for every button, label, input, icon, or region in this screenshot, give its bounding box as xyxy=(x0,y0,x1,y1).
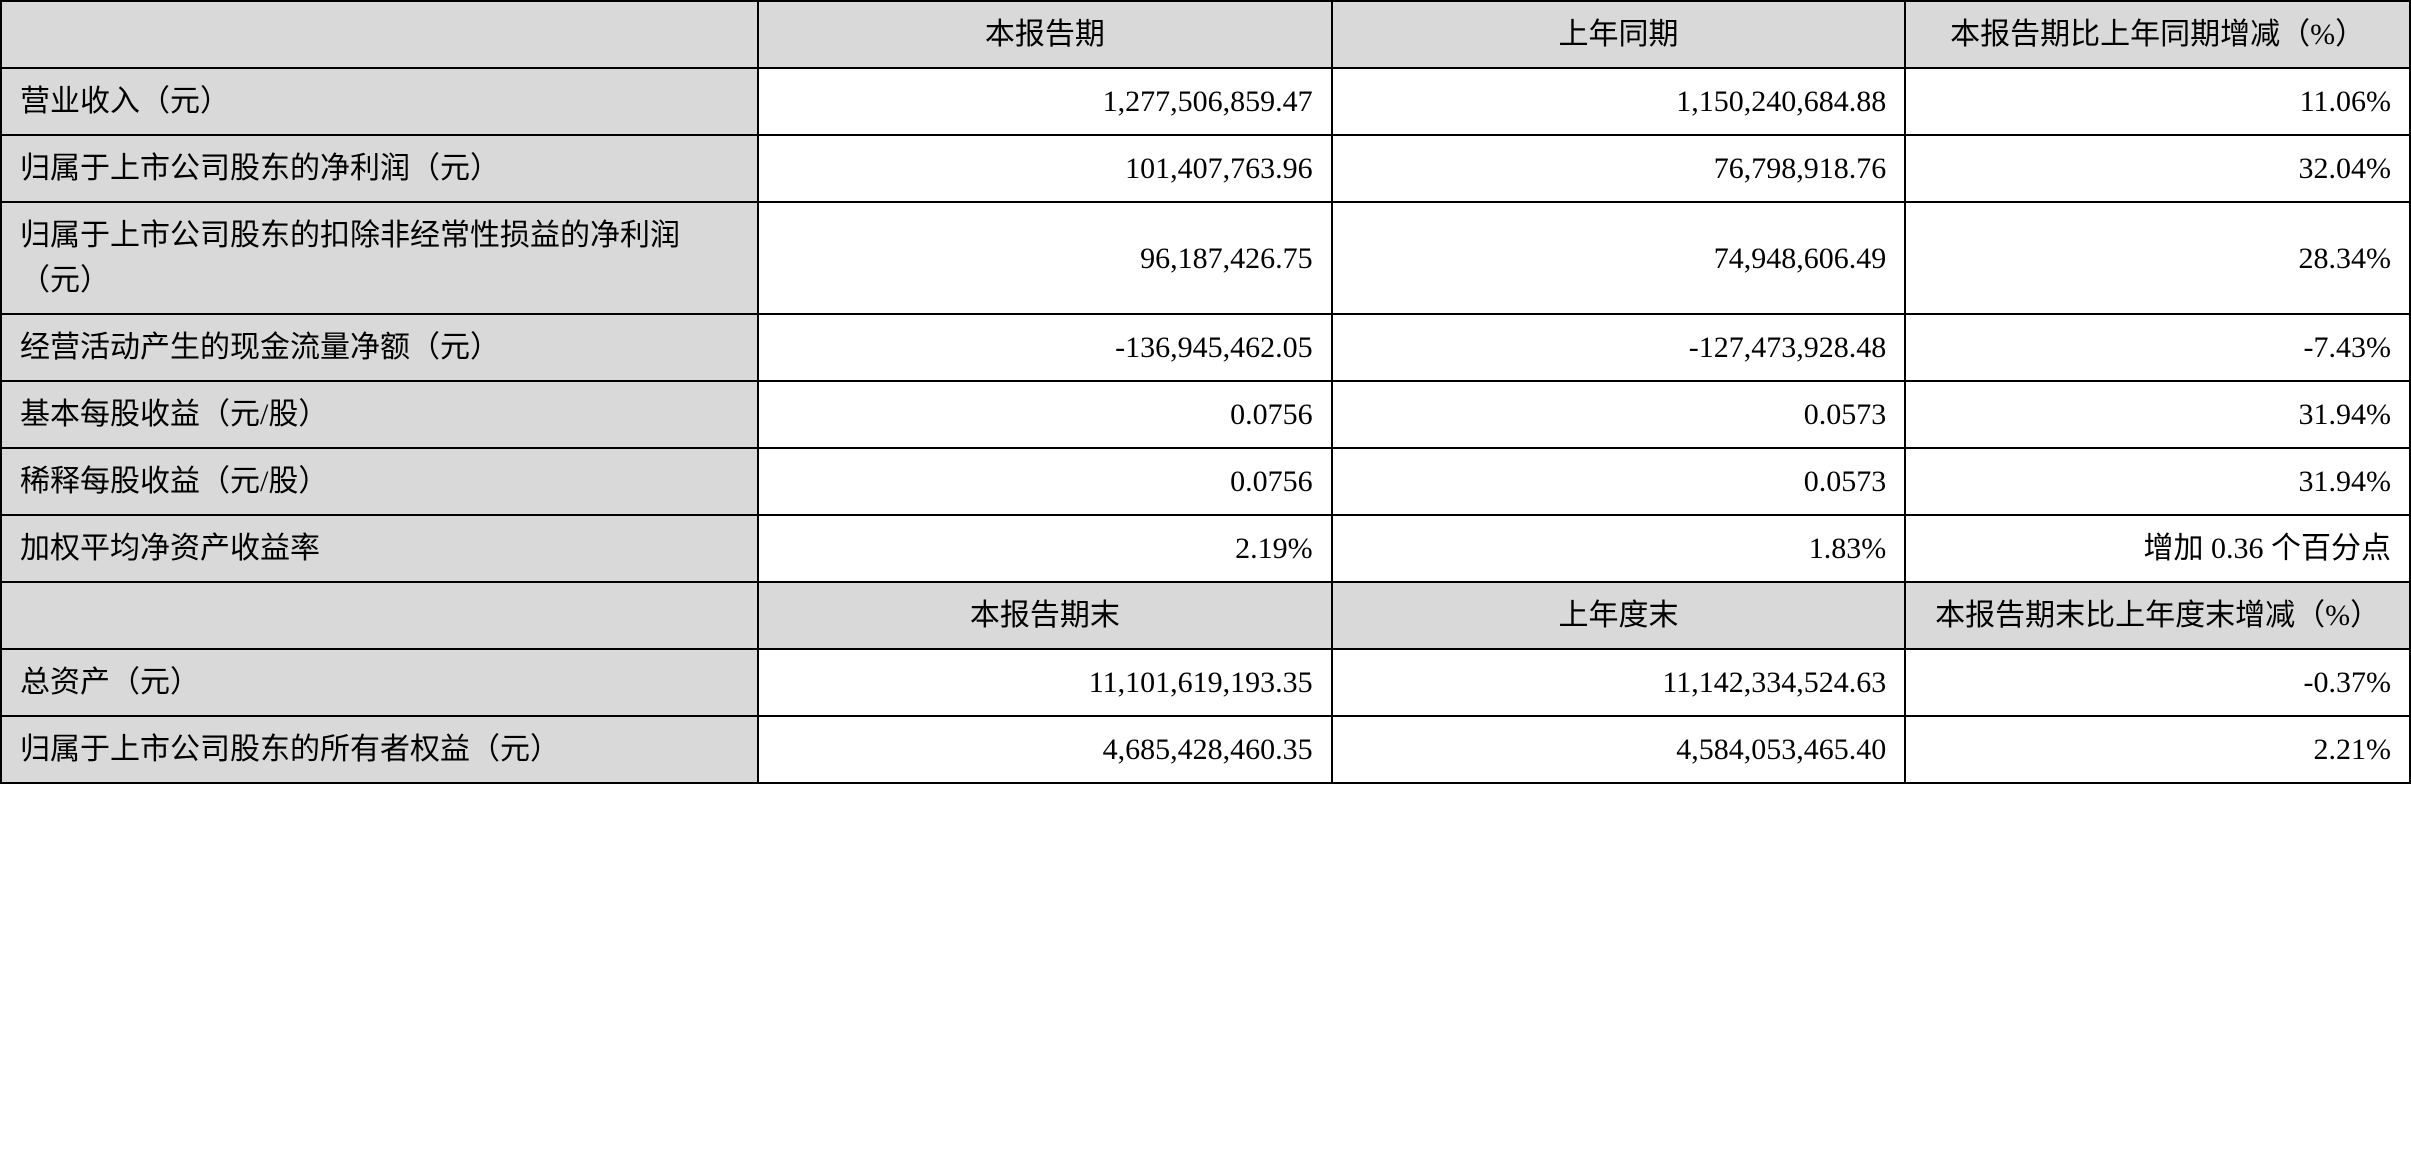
row-value-prior: 11,142,334,524.63 xyxy=(1332,649,1906,716)
row-value-prior: 1,150,240,684.88 xyxy=(1332,68,1906,135)
header-change-pct: 本报告期比上年同期增减（%） xyxy=(1905,1,2410,68)
row-label: 基本每股收益（元/股） xyxy=(1,381,758,448)
table-row: 归属于上市公司股东的所有者权益（元） 4,685,428,460.35 4,58… xyxy=(1,716,2410,783)
row-label: 总资产（元） xyxy=(1,649,758,716)
table-row: 经营活动产生的现金流量净额（元） -136,945,462.05 -127,47… xyxy=(1,314,2410,381)
row-value-change: 11.06% xyxy=(1905,68,2410,135)
row-label: 稀释每股收益（元/股） xyxy=(1,448,758,515)
row-value-current: 4,685,428,460.35 xyxy=(758,716,1332,783)
table-row: 总资产（元） 11,101,619,193.35 11,142,334,524.… xyxy=(1,649,2410,716)
row-value-change: 2.21% xyxy=(1905,716,2410,783)
row-value-current: 101,407,763.96 xyxy=(758,135,1332,202)
table-body: 本报告期 上年同期 本报告期比上年同期增减（%） 营业收入（元） 1,277,5… xyxy=(1,1,2410,783)
row-value-current: -136,945,462.05 xyxy=(758,314,1332,381)
header-row-1: 本报告期 上年同期 本报告期比上年同期增减（%） xyxy=(1,1,2410,68)
row-label: 营业收入（元） xyxy=(1,68,758,135)
row-value-prior: -127,473,928.48 xyxy=(1332,314,1906,381)
row-value-current: 11,101,619,193.35 xyxy=(758,649,1332,716)
row-value-prior: 74,948,606.49 xyxy=(1332,202,1906,314)
header-blank-2 xyxy=(1,582,758,649)
row-label: 归属于上市公司股东的净利润（元） xyxy=(1,135,758,202)
row-value-prior: 0.0573 xyxy=(1332,381,1906,448)
table-row: 营业收入（元） 1,277,506,859.47 1,150,240,684.8… xyxy=(1,68,2410,135)
row-value-current: 0.0756 xyxy=(758,448,1332,515)
row-value-prior: 4,584,053,465.40 xyxy=(1332,716,1906,783)
row-label: 经营活动产生的现金流量净额（元） xyxy=(1,314,758,381)
header-prior-year-end: 上年度末 xyxy=(1332,582,1906,649)
row-value-prior: 1.83% xyxy=(1332,515,1906,582)
table-row: 归属于上市公司股东的净利润（元） 101,407,763.96 76,798,9… xyxy=(1,135,2410,202)
header-current-end: 本报告期末 xyxy=(758,582,1332,649)
table-row: 基本每股收益（元/股） 0.0756 0.0573 31.94% xyxy=(1,381,2410,448)
table-row: 稀释每股收益（元/股） 0.0756 0.0573 31.94% xyxy=(1,448,2410,515)
row-value-change: 32.04% xyxy=(1905,135,2410,202)
row-value-current: 0.0756 xyxy=(758,381,1332,448)
header-row-2: 本报告期末 上年度末 本报告期末比上年度末增减（%） xyxy=(1,582,2410,649)
header-prior-period: 上年同期 xyxy=(1332,1,1906,68)
header-blank-1 xyxy=(1,1,758,68)
row-label: 归属于上市公司股东的所有者权益（元） xyxy=(1,716,758,783)
row-value-change: -0.37% xyxy=(1905,649,2410,716)
financial-data-table: 本报告期 上年同期 本报告期比上年同期增减（%） 营业收入（元） 1,277,5… xyxy=(0,0,2411,784)
row-value-change: 31.94% xyxy=(1905,448,2410,515)
row-value-current: 1,277,506,859.47 xyxy=(758,68,1332,135)
row-value-current: 96,187,426.75 xyxy=(758,202,1332,314)
row-value-current: 2.19% xyxy=(758,515,1332,582)
header-change-pct-2: 本报告期末比上年度末增减（%） xyxy=(1905,582,2410,649)
row-value-change: 31.94% xyxy=(1905,381,2410,448)
header-current-period: 本报告期 xyxy=(758,1,1332,68)
table-row: 加权平均净资产收益率 2.19% 1.83% 增加 0.36 个百分点 xyxy=(1,515,2410,582)
row-value-change: 增加 0.36 个百分点 xyxy=(1905,515,2410,582)
row-label: 加权平均净资产收益率 xyxy=(1,515,758,582)
table-row: 归属于上市公司股东的扣除非经常性损益的净利润（元） 96,187,426.75 … xyxy=(1,202,2410,314)
row-value-prior: 76,798,918.76 xyxy=(1332,135,1906,202)
row-value-change: -7.43% xyxy=(1905,314,2410,381)
row-value-prior: 0.0573 xyxy=(1332,448,1906,515)
row-label: 归属于上市公司股东的扣除非经常性损益的净利润（元） xyxy=(1,202,758,314)
row-value-change: 28.34% xyxy=(1905,202,2410,314)
